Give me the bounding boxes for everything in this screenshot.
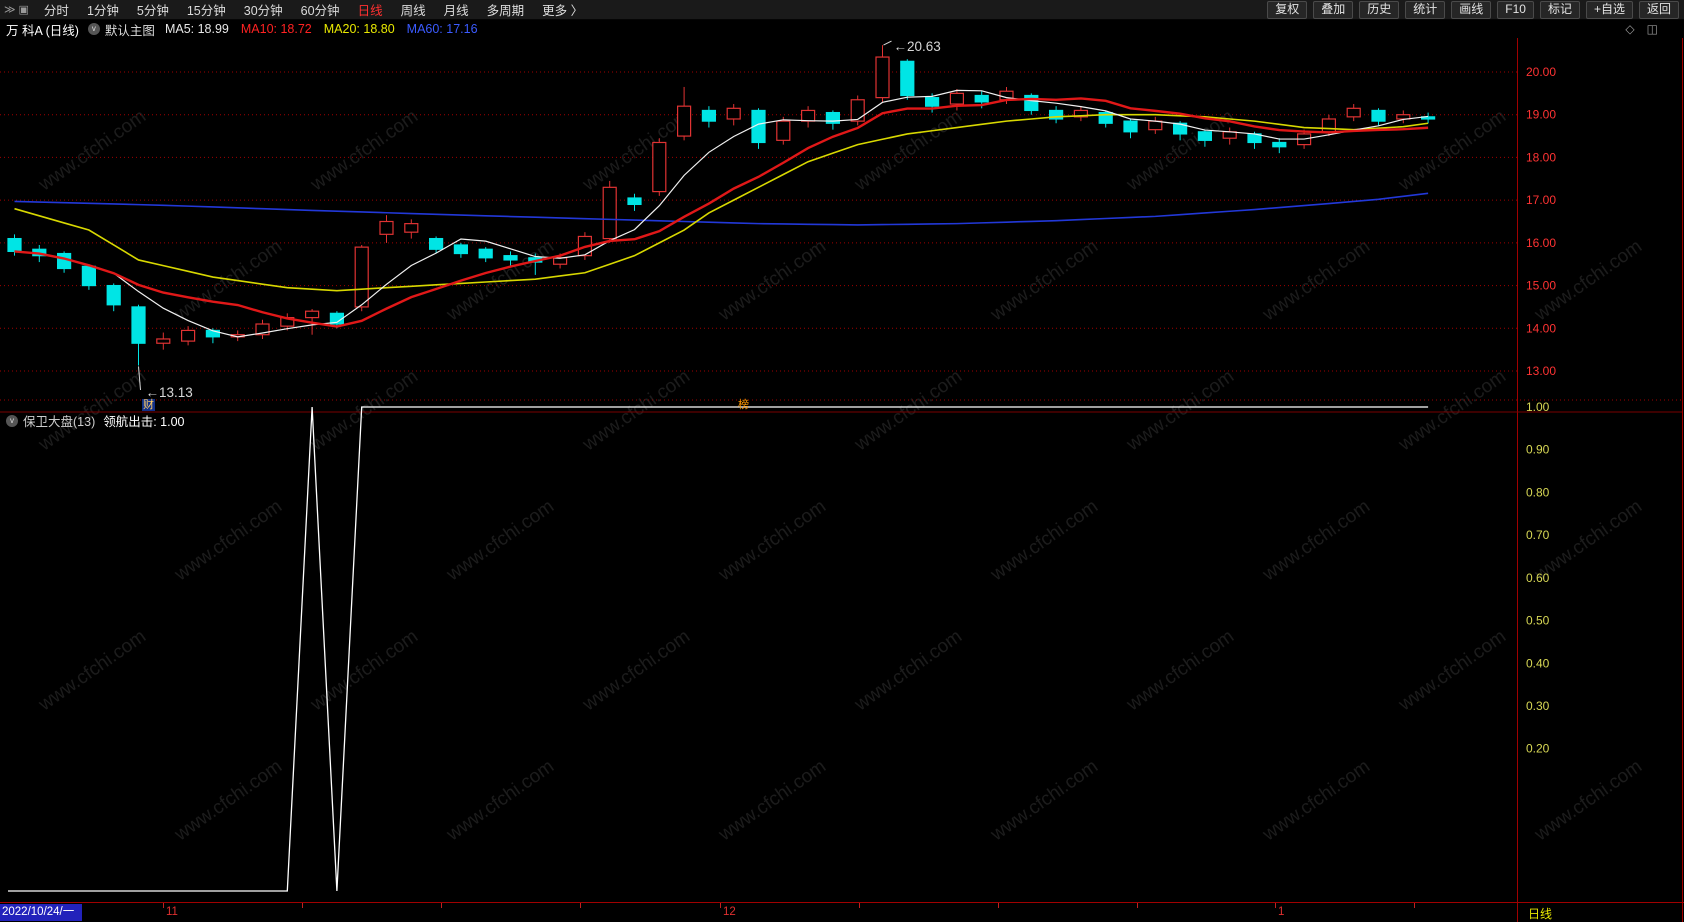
window-icons: ≫ ▣ xyxy=(0,3,35,16)
month-label: 1 xyxy=(1278,906,1285,918)
ma-label: MA10: 18.72 xyxy=(240,22,312,36)
divider-badge-财[interactable]: 财 xyxy=(142,399,155,411)
window-icon[interactable]: ▣ xyxy=(18,4,29,16)
indicator-axis-label: 0.70 xyxy=(1526,528,1550,542)
price-axis-label: 18.00 xyxy=(1526,150,1556,164)
toolbar-button-历史[interactable]: 历史 xyxy=(1359,0,1400,19)
price-axis-label: 20.00 xyxy=(1526,65,1556,79)
ma-label: MA60: 17.16 xyxy=(406,22,478,36)
ma-label: MA5: 18.99 xyxy=(164,22,229,36)
infobar-right-icons: ◇ ◫ xyxy=(1625,22,1684,36)
menu-item-5分钟[interactable]: 5分钟 xyxy=(136,4,169,18)
chart-layout-label: 默认主图 xyxy=(104,23,155,38)
sub-panel-header: v 保卫大盘(13) 领航出击: 1.00 xyxy=(6,413,185,429)
indicator-title: 保卫大盘(13) xyxy=(23,415,96,429)
high-annotation: ←20.63 xyxy=(894,39,941,54)
toolbar-button-+自选[interactable]: +自选 xyxy=(1585,0,1633,19)
price-axis-label: 14.00 xyxy=(1526,321,1556,335)
x-tick xyxy=(720,903,721,908)
indicator-line xyxy=(8,406,1429,892)
toolbar-button-画线[interactable]: 画线 xyxy=(1451,0,1492,19)
toolbar-button-复权[interactable]: 复权 xyxy=(1267,0,1308,19)
indicator-axis-label: 0.90 xyxy=(1526,443,1550,457)
menu-item-15分钟[interactable]: 15分钟 xyxy=(186,4,226,18)
x-tick xyxy=(441,903,442,908)
price-axis-label: 16.00 xyxy=(1526,236,1556,250)
indicator-axis-label: 0.30 xyxy=(1526,699,1550,713)
window-icon[interactable]: ≫ xyxy=(4,4,16,16)
menu-item-60分钟[interactable]: 60分钟 xyxy=(300,4,340,18)
x-tick xyxy=(998,903,999,908)
menu-item-分时[interactable]: 分时 xyxy=(43,4,69,18)
indicator-axis-label: 0.40 xyxy=(1526,656,1550,670)
menu-item-1分钟[interactable]: 1分钟 xyxy=(86,4,119,18)
menu-item-周线[interactable]: 周线 xyxy=(400,4,426,18)
ma-line-ma10 xyxy=(14,97,1429,328)
indicator-axis-label: 0.50 xyxy=(1526,614,1550,628)
ma-line-ma60 xyxy=(14,192,1429,226)
period-label: 日线 xyxy=(1528,907,1553,921)
date-cell[interactable]: 2022/10/24/一 xyxy=(0,904,82,921)
indicator-value: 领航出击: 1.00 xyxy=(103,415,185,429)
chevron-down-icon[interactable]: v xyxy=(6,414,18,427)
ma-legend: MA5: 18.99 MA10: 18.72 MA20: 18.80 MA60: 17… xyxy=(165,22,490,36)
stock-title: 万 科A (日线) xyxy=(6,23,79,38)
x-tick xyxy=(1275,903,1276,908)
price-axis-label: 17.00 xyxy=(1526,193,1556,207)
ma-line-ma5 xyxy=(14,89,1429,338)
ma-line-ma20 xyxy=(14,113,1429,292)
indicator-axis-label: 0.80 xyxy=(1526,485,1550,499)
indicator-axis-label: 1.00 xyxy=(1526,400,1550,414)
toolbar-buttons: 复权 叠加 历史 统计 画线 F10 标记 +自选 返回 xyxy=(1267,0,1684,19)
indicator-axis-label: 0.60 xyxy=(1526,571,1550,585)
chevron-down-icon[interactable]: v xyxy=(87,23,100,35)
menu-item-多周期[interactable]: 多周期 xyxy=(486,4,525,18)
x-tick xyxy=(1137,903,1138,908)
bottom-status-bar: 2022/10/24/一 11 12 1 日线 xyxy=(0,902,1684,922)
x-tick xyxy=(163,903,164,908)
price-axis-label: 15.00 xyxy=(1526,279,1556,293)
indicator-axis-label: 0.20 xyxy=(1526,742,1550,756)
price-axis-label: 19.00 xyxy=(1526,108,1556,122)
price-axis-label: 13.00 xyxy=(1526,364,1556,378)
ma-label: MA20: 18.80 xyxy=(323,22,395,36)
toolbar-button-F10[interactable]: F10 xyxy=(1497,0,1534,19)
x-tick xyxy=(302,903,303,908)
toolbar-button-标记[interactable]: 标记 xyxy=(1539,0,1580,19)
right-border xyxy=(1682,903,1683,922)
top-menu-bar: ≫ ▣ 分时 1分钟 5分钟 15分钟 30分钟 60分钟 日线 周线 月线 多周期 更多 〉 复权叠… xyxy=(0,0,1684,20)
x-tick xyxy=(1414,903,1415,908)
infobar-icon[interactable]: ◫ xyxy=(1646,22,1658,36)
month-label: 12 xyxy=(723,906,736,918)
menu-item-月线[interactable]: 月线 xyxy=(443,4,469,18)
menu-item-日线[interactable]: 日线 xyxy=(357,4,383,18)
info-bar: 万 科A (日线) v 默认主图 MA5: 18.99 MA10: 18.72 MA… xyxy=(0,20,1684,38)
menu-item-更多 〉[interactable]: 更多 〉 xyxy=(542,4,584,18)
infobar-icon[interactable]: ◇ xyxy=(1625,22,1635,36)
toolbar-button-返回[interactable]: 返回 xyxy=(1638,0,1679,19)
period-menu: 分时 1分钟 5分钟 15分钟 30分钟 60分钟 日线 周线 月线 多周期 更多 〉 xyxy=(35,0,592,19)
x-tick xyxy=(580,903,581,908)
month-label: 11 xyxy=(166,906,178,918)
x-tick xyxy=(859,903,860,908)
axis-divider xyxy=(1517,903,1518,922)
low-annotation: ←13.13 xyxy=(146,385,193,400)
divider-badge-榜[interactable]: 榜 xyxy=(738,399,749,411)
menu-item-30分钟[interactable]: 30分钟 xyxy=(243,4,283,18)
toolbar-button-叠加[interactable]: 叠加 xyxy=(1313,0,1354,19)
toolbar-button-统计[interactable]: 统计 xyxy=(1405,0,1446,19)
